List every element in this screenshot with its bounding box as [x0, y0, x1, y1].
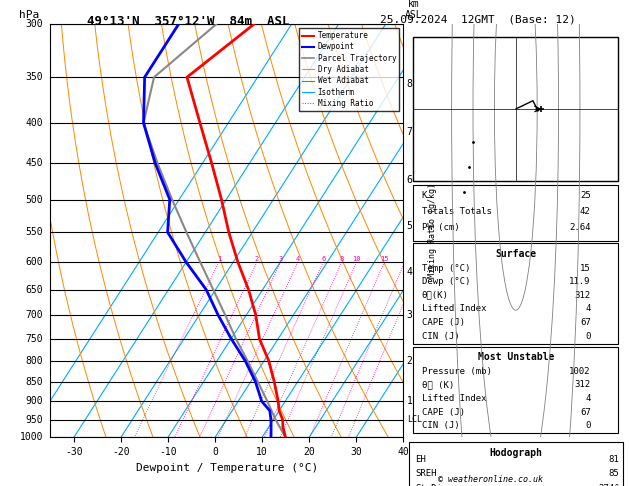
Text: 8: 8	[407, 79, 413, 89]
Text: 15: 15	[380, 256, 389, 262]
Text: 81: 81	[609, 455, 620, 464]
Text: 312: 312	[574, 381, 591, 389]
Text: hPa: hPa	[19, 10, 39, 20]
Text: 4: 4	[296, 256, 300, 262]
Text: 850: 850	[26, 377, 43, 387]
Text: Lifted Index: Lifted Index	[421, 394, 486, 403]
Text: 15: 15	[580, 263, 591, 273]
Text: 1002: 1002	[569, 367, 591, 376]
Text: 300: 300	[26, 19, 43, 29]
Text: 800: 800	[26, 356, 43, 366]
Text: 25.09.2024  12GMT  (Base: 12): 25.09.2024 12GMT (Base: 12)	[380, 15, 576, 25]
Text: 650: 650	[26, 285, 43, 295]
Text: 67: 67	[580, 408, 591, 417]
Text: 8: 8	[340, 256, 344, 262]
Text: km
ASL: km ASL	[405, 0, 423, 20]
Text: 2: 2	[407, 356, 413, 366]
Text: 600: 600	[26, 257, 43, 267]
Text: 6: 6	[407, 175, 413, 185]
Text: θᴇ(K): θᴇ(K)	[421, 291, 448, 300]
Text: EH: EH	[415, 455, 426, 464]
Text: 500: 500	[26, 194, 43, 205]
Text: 4: 4	[585, 304, 591, 313]
Text: 1: 1	[407, 396, 413, 406]
Text: © weatheronline.co.uk: © weatheronline.co.uk	[438, 474, 543, 484]
Text: 274°: 274°	[598, 484, 620, 486]
Text: 42: 42	[580, 207, 591, 216]
Text: PW (cm): PW (cm)	[421, 223, 459, 232]
Legend: Temperature, Dewpoint, Parcel Trajectory, Dry Adiabat, Wet Adiabat, Isotherm, Mi: Temperature, Dewpoint, Parcel Trajectory…	[299, 28, 399, 111]
Text: Mixing Ratio (g/kg): Mixing Ratio (g/kg)	[428, 183, 437, 278]
Text: kt: kt	[420, 53, 431, 63]
Text: 3: 3	[279, 256, 282, 262]
Text: 85: 85	[609, 469, 620, 478]
Text: SREH: SREH	[415, 469, 437, 478]
Text: StmDir: StmDir	[415, 484, 447, 486]
Text: Totals Totals: Totals Totals	[421, 207, 491, 216]
Text: Most Unstable: Most Unstable	[477, 352, 554, 362]
Text: 750: 750	[26, 334, 43, 344]
Text: 25: 25	[580, 191, 591, 200]
Bar	[413, 186, 618, 241]
Text: 350: 350	[26, 72, 43, 82]
Text: CIN (J): CIN (J)	[421, 331, 459, 341]
Text: 700: 700	[26, 310, 43, 320]
Text: Lifted Index: Lifted Index	[421, 304, 486, 313]
Bar	[413, 37, 618, 181]
Text: 7: 7	[407, 127, 413, 138]
Text: CAPE (J): CAPE (J)	[421, 318, 465, 327]
Text: 312: 312	[574, 291, 591, 300]
Text: 1: 1	[216, 256, 221, 262]
Text: Pressure (mb): Pressure (mb)	[421, 367, 491, 376]
Text: 0: 0	[585, 331, 591, 341]
Text: LCL: LCL	[407, 416, 421, 424]
Text: 67: 67	[580, 318, 591, 327]
Text: CIN (J): CIN (J)	[421, 421, 459, 430]
X-axis label: Dewpoint / Temperature (°C): Dewpoint / Temperature (°C)	[136, 463, 318, 473]
Text: 6: 6	[321, 256, 325, 262]
Text: Temp (°C): Temp (°C)	[421, 263, 470, 273]
Text: 11.9: 11.9	[569, 277, 591, 286]
Text: Dewp (°C): Dewp (°C)	[421, 277, 470, 286]
Text: 900: 900	[26, 396, 43, 406]
Text: Surface: Surface	[495, 248, 537, 259]
Text: 450: 450	[26, 158, 43, 169]
Bar	[413, 243, 618, 345]
Text: 5: 5	[407, 221, 413, 231]
Text: 1000: 1000	[19, 433, 43, 442]
Text: K: K	[421, 191, 427, 200]
Text: 10: 10	[352, 256, 361, 262]
Text: 550: 550	[26, 227, 43, 237]
Text: 49°13'N  357°12'W  84m  ASL: 49°13'N 357°12'W 84m ASL	[87, 15, 290, 28]
Text: Hodograph: Hodograph	[489, 448, 542, 458]
Text: 4: 4	[407, 267, 413, 277]
Text: 0: 0	[585, 421, 591, 430]
Text: 400: 400	[26, 118, 43, 128]
Text: 4: 4	[585, 394, 591, 403]
Text: θᴇ (K): θᴇ (K)	[421, 381, 454, 389]
Text: 2.64: 2.64	[569, 223, 591, 232]
Text: 3: 3	[407, 310, 413, 320]
Bar	[413, 347, 618, 434]
Text: 950: 950	[26, 415, 43, 425]
Text: 2: 2	[255, 256, 259, 262]
Text: CAPE (J): CAPE (J)	[421, 408, 465, 417]
